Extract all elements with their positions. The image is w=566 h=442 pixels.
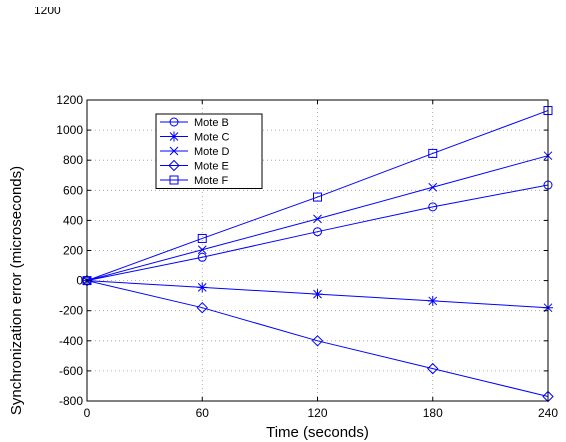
y-tick-label-7: 600	[63, 183, 83, 197]
y-tick-label-4: 0	[76, 274, 83, 288]
legend-label-mote-d: Mote D	[194, 146, 230, 158]
legend-marker-mote-f	[169, 175, 179, 185]
legend-marker-mote-c	[169, 131, 179, 142]
data-point-mote-d-2	[313, 214, 322, 224]
series-mote-f	[82, 106, 553, 286]
data-point-mote-e-2	[311, 335, 324, 347]
x-tick-label-3: 180	[423, 406, 443, 420]
legend: Mote B Mote C Mote D Mote E Mote F	[155, 113, 263, 189]
y-tick-label-0: -800	[59, 394, 83, 408]
data-point-mote-e-1	[196, 301, 208, 314]
legend-label-mote-e: Mote E	[194, 161, 229, 173]
y-tick-label-6: 400	[63, 213, 83, 227]
y-tick-label-8: 800	[63, 153, 83, 167]
stray-tick-label: 1200	[34, 3, 61, 17]
data-point-mote-c-1	[197, 282, 208, 293]
data-point-mote-f-2	[313, 192, 322, 202]
x-tick-label-0: 0	[84, 406, 91, 420]
y-tick-label-9: 1000	[56, 123, 83, 137]
data-point-mote-d-1	[197, 245, 207, 255]
series-line-mote-e	[86, 280, 549, 397]
y-tick-label-5: 200	[63, 244, 83, 258]
legend-label-mote-c: Mote C	[194, 132, 230, 144]
x-tick-label-1: 60	[196, 406, 210, 420]
axis-ticks: 0 60 120 180 240 -800 -600 -400 -200 0 200 400 600 80…	[56, 93, 558, 420]
y-tick-label-1: -600	[59, 364, 83, 378]
y-axis-label: Synchronization error (microseconds)	[8, 166, 25, 415]
series-line-mote-f	[86, 110, 549, 282]
data-point-mote-f-3	[428, 148, 438, 158]
x-tick-label-2: 120	[307, 406, 327, 420]
data-point-mote-b-3	[428, 202, 438, 212]
series-line-mote-b	[86, 184, 549, 282]
y-tick-label-2: -400	[59, 334, 83, 348]
data-point-mote-b-1	[197, 252, 207, 262]
legend-label-mote-f: Mote F	[194, 175, 229, 187]
x-tick-label-4: 240	[538, 406, 558, 420]
legend-marker-mote-d	[169, 146, 179, 156]
data-point-mote-e-3	[427, 362, 439, 375]
series-mote-c	[82, 275, 553, 313]
x-axis-label: Time (seconds)	[266, 424, 369, 441]
data-point-mote-f-1	[197, 233, 207, 243]
y-tick-label-10: 1200	[56, 93, 83, 107]
data-point-mote-d-3	[428, 182, 438, 192]
legend-marker-mote-b	[169, 117, 179, 127]
data-point-mote-c-2	[312, 289, 323, 300]
legend-marker-mote-e	[168, 159, 180, 172]
data-point-mote-b-2	[313, 227, 322, 237]
series-layer	[81, 106, 554, 403]
legend-label-mote-b: Mote B	[194, 117, 229, 129]
data-point-mote-c-3	[427, 295, 438, 306]
y-tick-label-3: -200	[59, 304, 83, 318]
